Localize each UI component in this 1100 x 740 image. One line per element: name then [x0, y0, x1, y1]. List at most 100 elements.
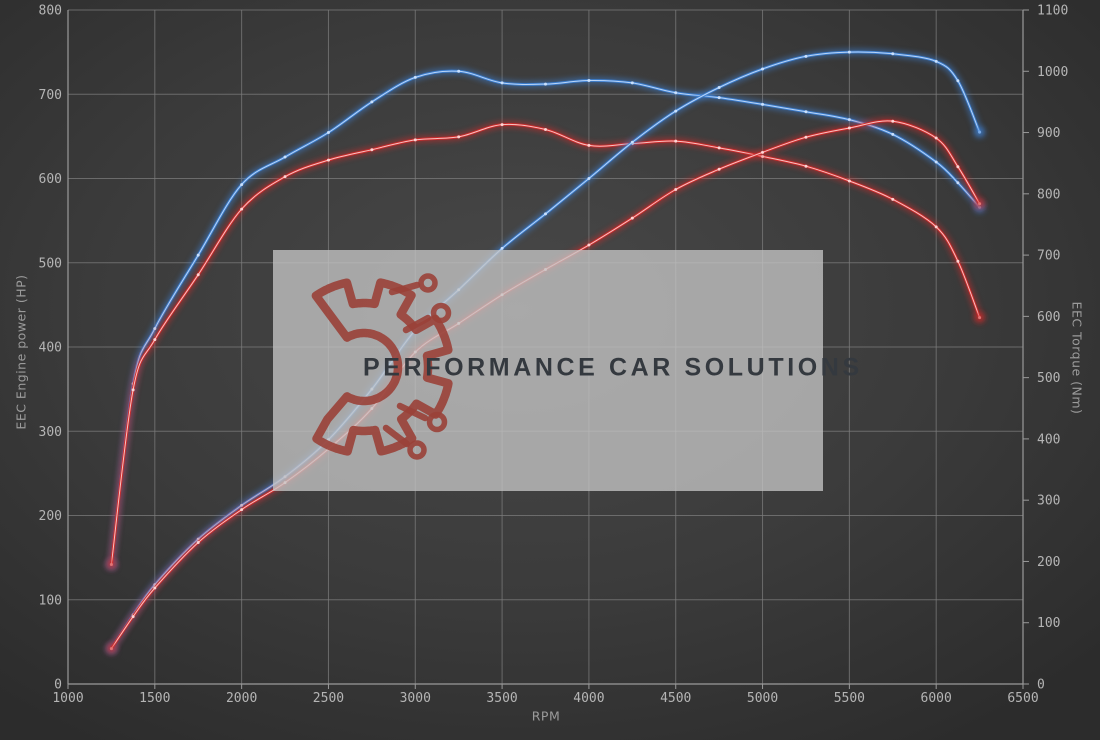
data-point-marker [131, 388, 135, 392]
y-left-tick-label: 100 [39, 593, 62, 608]
data-point-marker [804, 135, 808, 139]
data-point-marker [674, 109, 678, 113]
series-torque-blue [106, 67, 985, 570]
circuit-trace [396, 402, 429, 422]
data-point-marker [326, 158, 330, 162]
curve-endpoint-glow [974, 198, 985, 209]
watermark [273, 250, 823, 491]
data-point-marker [587, 177, 591, 180]
y-left-tick-label: 600 [39, 172, 62, 187]
data-point-marker [761, 102, 765, 106]
data-point-marker [956, 165, 960, 169]
data-point-marker [587, 243, 591, 247]
data-point-marker [544, 212, 547, 216]
data-point-marker [326, 131, 330, 135]
gear-icon [311, 278, 453, 456]
data-point-marker [891, 119, 895, 123]
x-tick-label: 2500 [313, 691, 344, 706]
data-point-marker [457, 69, 461, 73]
data-point-marker [283, 175, 287, 179]
y-right-tick-label: 600 [1037, 310, 1060, 325]
y-right-tick-label: 400 [1037, 432, 1060, 447]
data-point-marker [891, 132, 895, 136]
watermark-text: PERFORMANCE CAR SOLUTIONS [363, 353, 863, 382]
data-point-marker [717, 167, 721, 171]
data-point-marker [240, 207, 244, 211]
data-point-marker [457, 135, 461, 139]
data-point-marker [500, 81, 504, 85]
data-point-marker [891, 197, 895, 201]
circuit-node-icon [430, 302, 452, 324]
watermark-box [273, 250, 823, 491]
data-point-marker [674, 139, 678, 143]
data-point-marker [847, 179, 851, 183]
x-tick-label: 4500 [660, 691, 691, 706]
data-point-marker [283, 155, 287, 159]
y-right-tick-label: 0 [1037, 678, 1045, 693]
data-point-marker [630, 81, 634, 85]
series-torque-red [106, 120, 985, 570]
data-point-marker [413, 138, 417, 142]
data-point-marker [153, 586, 157, 590]
data-point-marker [934, 160, 938, 164]
data-point-marker [934, 225, 938, 229]
data-point-marker [544, 82, 547, 86]
data-point-marker [847, 118, 851, 122]
y-right-axis-title: EEC Torque (Nm) [1069, 301, 1085, 415]
y-left-axis-title: EEC Engine power (HP) [13, 274, 29, 430]
x-tick-label: 6500 [1007, 691, 1038, 706]
data-point-marker [240, 508, 244, 512]
y-right-tick-label: 900 [1037, 126, 1060, 141]
data-point-marker [934, 59, 938, 63]
data-point-marker [196, 273, 200, 277]
x-tick-label: 6000 [921, 691, 952, 706]
curve-endpoint-glow [974, 127, 985, 138]
circuit-trace [402, 314, 432, 334]
data-point-marker [240, 183, 244, 187]
data-point-marker [587, 78, 591, 82]
y-right-tick-label: 300 [1037, 494, 1060, 509]
circuit-trace [388, 281, 421, 296]
y-left-tick-label: 0 [54, 678, 62, 693]
data-point-marker [717, 96, 721, 100]
x-tick-label: 4000 [573, 691, 604, 706]
data-point-marker [956, 259, 960, 263]
data-point-marker [153, 327, 157, 331]
data-point-marker [674, 91, 678, 95]
y-left-tick-label: 200 [39, 509, 62, 524]
data-point-marker [587, 143, 591, 147]
data-point-marker [804, 54, 808, 58]
data-point-marker [956, 79, 960, 83]
data-point-marker [370, 100, 374, 104]
curve-endpoint-glow [974, 312, 985, 323]
y-right-tick-label: 1100 [1037, 4, 1068, 19]
x-axis-title: RPM [531, 708, 561, 724]
data-point-marker [761, 67, 765, 71]
x-tick-label: 1500 [139, 691, 170, 706]
data-point-marker [717, 86, 721, 90]
curve-endpoint-glow [106, 559, 117, 570]
data-point-marker [413, 75, 417, 79]
data-point-marker [847, 126, 851, 130]
x-tick-label: 3500 [486, 691, 517, 706]
y-left-tick-label: 800 [39, 4, 62, 19]
y-left-tick-label: 500 [39, 256, 62, 271]
data-point-marker [500, 246, 504, 250]
x-tick-label: 2000 [226, 691, 257, 706]
data-point-marker [717, 146, 721, 150]
data-point-marker [934, 136, 938, 140]
x-tick-label: 5500 [834, 691, 865, 706]
data-point-marker [804, 164, 808, 168]
y-right-tick-label: 700 [1037, 249, 1060, 264]
data-point-marker [196, 540, 200, 544]
data-point-marker [891, 52, 895, 56]
y-left-tick-label: 700 [39, 88, 62, 103]
y-left-tick-label: 300 [39, 425, 62, 440]
x-tick-label: 3000 [400, 691, 431, 706]
y-left-tick-label: 400 [39, 341, 62, 356]
y-right-tick-label: 1000 [1037, 65, 1068, 80]
axis-labels: 1000 1500 2000 2500 3000 3500 4000 4500 5000 5500… [39, 4, 1069, 707]
y-right-tick-label: 800 [1037, 187, 1060, 202]
